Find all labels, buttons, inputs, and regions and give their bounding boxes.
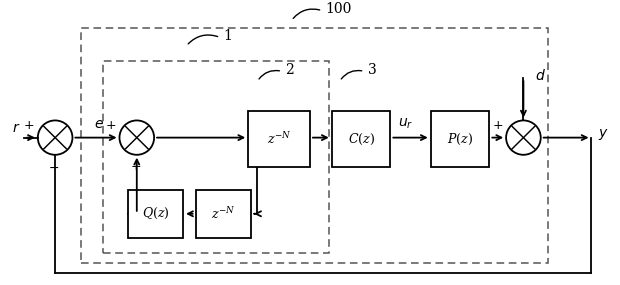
Text: $u_r$: $u_r$	[398, 116, 413, 131]
Text: +: +	[24, 119, 35, 132]
Text: $P(z)$: $P(z)$	[447, 131, 473, 146]
Text: +: +	[492, 119, 503, 132]
Text: +: +	[130, 160, 141, 174]
Text: $e$: $e$	[94, 117, 104, 131]
Bar	[103, 62, 329, 253]
Text: $y$: $y$	[598, 127, 608, 142]
Text: 3: 3	[368, 63, 376, 77]
Text: $C(z)$: $C(z)$	[348, 131, 374, 146]
Text: 1: 1	[223, 29, 232, 43]
Text: $z^{-N}$: $z^{-N}$	[211, 206, 236, 222]
Text: $r$: $r$	[12, 121, 20, 135]
Text: $z^{-N}$: $z^{-N}$	[267, 131, 291, 147]
Text: 100: 100	[326, 2, 352, 16]
Bar	[431, 111, 489, 167]
Bar	[128, 190, 183, 238]
Text: $-$: $-$	[48, 160, 60, 174]
Bar	[195, 190, 251, 238]
Bar	[81, 28, 548, 263]
Bar	[332, 111, 391, 167]
Text: 2: 2	[285, 63, 294, 77]
Text: +: +	[106, 119, 117, 132]
Text: $Q(z)$: $Q(z)$	[141, 206, 169, 221]
Bar	[248, 111, 310, 167]
Text: $d$: $d$	[534, 68, 546, 83]
